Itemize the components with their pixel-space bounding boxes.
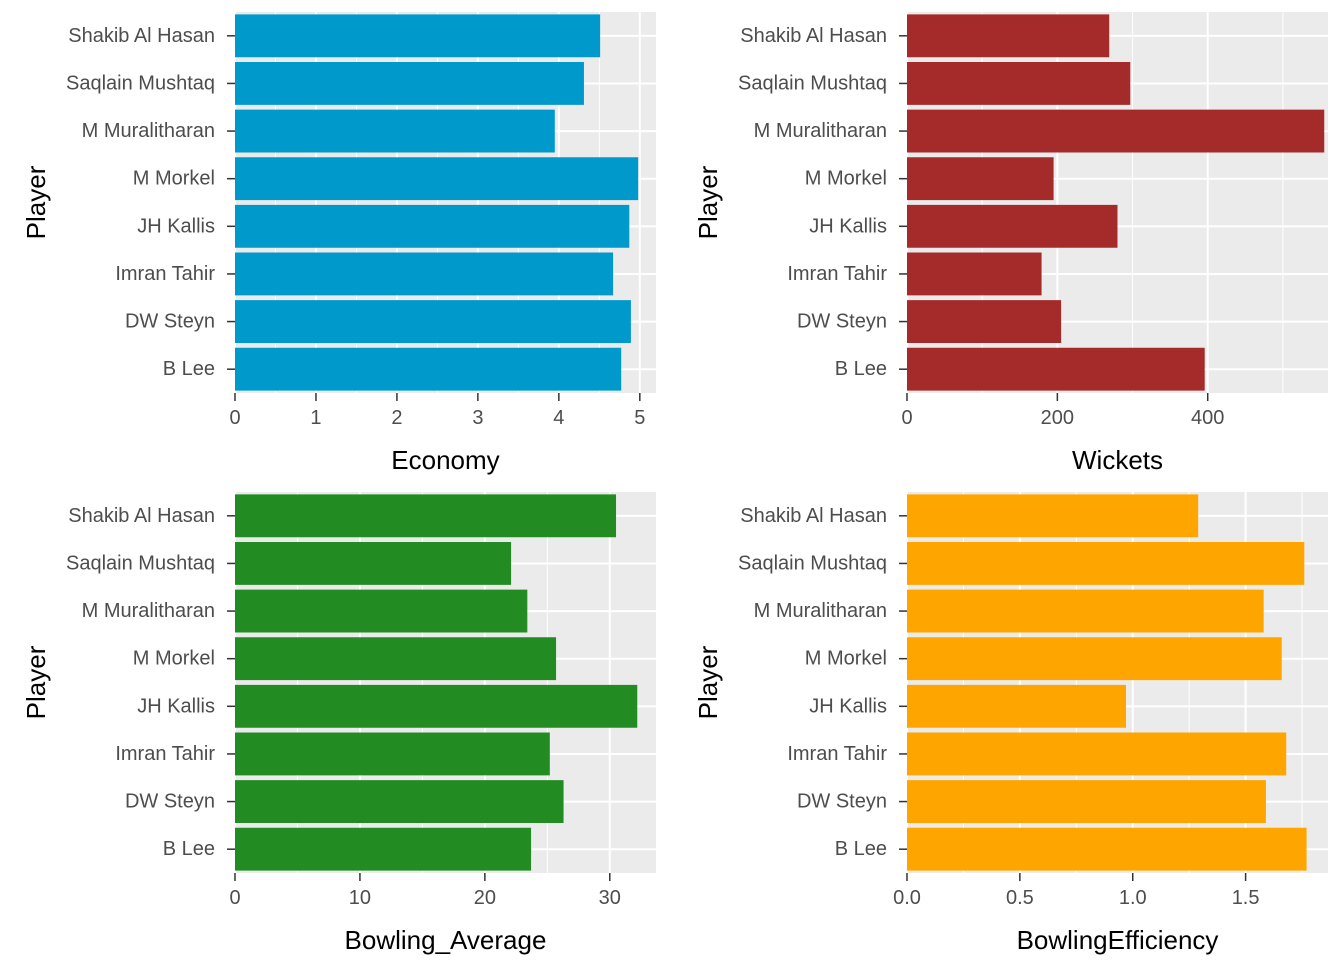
y-tick-label: DW Steyn xyxy=(797,791,887,813)
bar xyxy=(907,827,1307,871)
y-tick-label: JH Kallis xyxy=(137,695,215,717)
bar xyxy=(907,684,1126,728)
y-tick-label: M Morkel xyxy=(805,168,887,190)
x-tick-label: 30 xyxy=(599,887,621,909)
x-tick-label: 1.0 xyxy=(1119,887,1147,909)
x-tick-label: 10 xyxy=(349,887,371,909)
x-tick-label: 0.0 xyxy=(893,887,921,909)
x-axis-title: Wickets xyxy=(1072,445,1163,475)
bar xyxy=(907,157,1054,201)
x-tick-label: 4 xyxy=(553,407,564,429)
y-tick-label: Shakib Al Hasan xyxy=(68,505,215,527)
y-tick-label: M Muralitharan xyxy=(82,120,215,142)
bar xyxy=(907,204,1118,248)
bar xyxy=(235,732,550,776)
x-tick-label: 1 xyxy=(310,407,321,429)
y-tick-label: M Muralitharan xyxy=(754,120,887,142)
bar xyxy=(235,204,630,248)
y-tick-label: Saqlain Mushtaq xyxy=(66,72,215,94)
bar xyxy=(907,589,1264,633)
bar xyxy=(235,347,622,391)
y-tick-label: Shakib Al Hasan xyxy=(740,25,887,47)
x-tick-label: 0 xyxy=(229,407,240,429)
y-tick-label: M Muralitharan xyxy=(82,600,215,622)
bar xyxy=(907,300,1062,343)
y-tick-label: Imran Tahir xyxy=(115,263,215,285)
bar xyxy=(907,494,1199,538)
y-tick-label: Saqlain Mushtaq xyxy=(738,552,887,574)
bar xyxy=(235,252,614,296)
y-tick-label: Imran Tahir xyxy=(115,743,215,765)
x-tick-label: 1.5 xyxy=(1232,887,1260,909)
bar xyxy=(907,732,1287,776)
bar xyxy=(907,347,1205,391)
x-tick-label: 5 xyxy=(634,407,645,429)
bar xyxy=(235,494,617,538)
panel-2: Shakib Al Hasan Saqlain Mushtaq M Muralith… xyxy=(693,12,1328,475)
y-tick-label: M Morkel xyxy=(805,648,887,670)
bar xyxy=(235,14,601,58)
x-axis-title: Economy xyxy=(391,445,499,475)
panel-1: Shakib Al Hasan Saqlain Mushtaq M Muralith… xyxy=(21,12,656,475)
x-tick-label: 3 xyxy=(472,407,483,429)
bar xyxy=(235,300,631,343)
x-tick-label: 2 xyxy=(391,407,402,429)
y-tick-label: B Lee xyxy=(163,358,215,380)
bar xyxy=(235,62,584,105)
y-axis-title: Player xyxy=(21,645,51,719)
y-tick-label: M Morkel xyxy=(133,648,215,670)
y-tick-label: B Lee xyxy=(835,358,887,380)
y-axis-title: Player xyxy=(693,165,723,239)
y-tick-label: B Lee xyxy=(163,838,215,860)
bar xyxy=(907,780,1266,823)
y-tick-label: Shakib Al Hasan xyxy=(740,505,887,527)
y-axis-title: Player xyxy=(693,645,723,719)
x-axis-title: BowlingEfficiency xyxy=(1017,925,1219,955)
x-tick-label: 200 xyxy=(1041,407,1074,429)
bar xyxy=(235,589,528,633)
y-tick-label: JH Kallis xyxy=(137,215,215,237)
y-tick-label: Saqlain Mushtaq xyxy=(66,552,215,574)
bar xyxy=(907,637,1282,681)
x-tick-label: 0 xyxy=(901,407,912,429)
bar xyxy=(907,109,1325,153)
bar xyxy=(235,637,557,681)
y-axis-title: Player xyxy=(21,165,51,239)
x-tick-label: 20 xyxy=(474,887,496,909)
y-tick-label: JH Kallis xyxy=(809,215,887,237)
x-tick-label: 400 xyxy=(1191,407,1224,429)
y-tick-label: Saqlain Mushtaq xyxy=(738,72,887,94)
x-tick-label: 0.5 xyxy=(1006,887,1034,909)
bar xyxy=(235,109,555,153)
y-tick-label: DW Steyn xyxy=(797,311,887,333)
x-axis-title: Bowling_Average xyxy=(345,925,547,955)
y-tick-label: DW Steyn xyxy=(125,791,215,813)
bar xyxy=(235,542,512,585)
y-tick-label: JH Kallis xyxy=(809,695,887,717)
x-tick-label: 0 xyxy=(229,887,240,909)
y-tick-label: M Muralitharan xyxy=(754,600,887,622)
y-tick-label: Imran Tahir xyxy=(787,263,887,285)
bar xyxy=(235,157,639,201)
y-tick-label: Imran Tahir xyxy=(787,743,887,765)
y-tick-label: Shakib Al Hasan xyxy=(68,25,215,47)
bar xyxy=(907,14,1110,58)
y-tick-label: M Morkel xyxy=(133,168,215,190)
bar xyxy=(907,252,1042,296)
y-tick-label: DW Steyn xyxy=(125,311,215,333)
panel-4: Shakib Al Hasan Saqlain Mushtaq M Muralith… xyxy=(693,492,1328,955)
y-tick-label: B Lee xyxy=(835,838,887,860)
panel-3: Shakib Al Hasan Saqlain Mushtaq M Muralith… xyxy=(21,492,656,955)
bar xyxy=(907,542,1305,585)
bar xyxy=(907,62,1131,105)
bar xyxy=(235,684,638,728)
bar xyxy=(235,827,532,871)
bar xyxy=(235,780,564,823)
